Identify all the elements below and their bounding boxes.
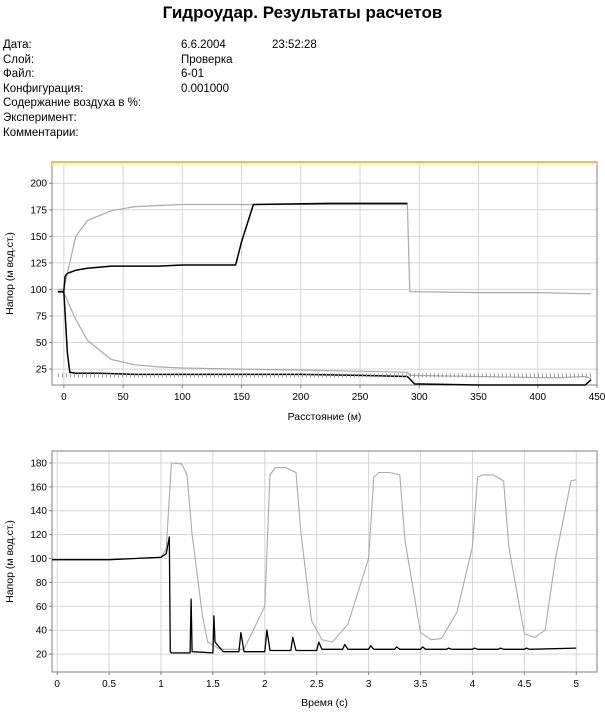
c2-xtick-label-9: 4.5 <box>517 679 531 690</box>
c2-ytick-label-6: 140 <box>30 506 47 517</box>
c1-x-axis-label: Расстояние (м) <box>288 411 362 423</box>
info-label-file: Файл: <box>3 68 35 81</box>
c2-ytick-label-2: 60 <box>36 602 48 613</box>
c2-ytick-label-4: 100 <box>30 554 47 565</box>
info-value-air: 0.001000 <box>181 82 229 95</box>
c1-xtick-label-9: 450 <box>589 392 605 403</box>
c1-xtick-label-3: 150 <box>233 392 250 403</box>
c1-xtick-label-6: 300 <box>411 392 428 403</box>
c2-xtick-label-10: 5 <box>573 679 579 690</box>
c2-series-0 <box>52 462 577 650</box>
c1-xtick-label-5: 250 <box>352 392 369 403</box>
c2-ytick-label-8: 180 <box>30 458 47 469</box>
info-label-layer: Слой: <box>3 53 35 66</box>
info-value-layer: Проверка <box>181 53 233 66</box>
c2-xtick-label-2: 1 <box>158 679 164 690</box>
info-value-config: 6-01 <box>181 68 205 81</box>
c1-ytick-label-0: 25 <box>36 365 48 376</box>
info-label-date: Дата: <box>3 39 32 51</box>
c1-xtick-label-2: 100 <box>174 392 191 403</box>
c1-ytick-label-5: 150 <box>30 232 47 243</box>
c1-series-4 <box>57 290 592 386</box>
c1-plot-frame <box>51 161 598 386</box>
c2-xtick-label-6: 3 <box>366 679 372 690</box>
report-title: Гидроудар. Результаты расчетов <box>162 3 443 22</box>
c1-ytick-label-6: 175 <box>30 205 47 216</box>
info-label-comments: Комментарии: <box>3 126 79 139</box>
c1-ytick-label-4: 125 <box>30 258 47 269</box>
c1-ytick-label-2: 75 <box>36 311 48 322</box>
c1-ytick-label-1: 50 <box>36 338 48 349</box>
c1-xtick-label-7: 350 <box>470 392 487 403</box>
c1-series-2 <box>57 292 592 380</box>
c2-xtick-label-7: 3.5 <box>414 679 428 690</box>
c2-xtick-label-1: 0.5 <box>102 679 116 690</box>
c1-xtick-label-4: 200 <box>292 392 309 403</box>
c2-ytick-label-3: 80 <box>36 578 48 589</box>
c1-series-3 <box>57 202 408 293</box>
c2-ytick-label-0: 20 <box>36 650 48 661</box>
c1-series-1 <box>57 203 592 295</box>
c2-xtick-label-8: 4 <box>470 679 476 690</box>
c2-ytick-label-5: 120 <box>30 530 47 541</box>
c2-xtick-label-5: 2.5 <box>310 679 324 690</box>
info-values: 6.6.2004 Проверка 6-01 0.001000 <box>181 38 233 96</box>
c1-y-axis-label: Напор (м вод.ст.) <box>4 232 16 315</box>
info-label-experiment: Эксперимент: <box>3 111 77 124</box>
c2-plot-frame <box>51 450 598 673</box>
c2-series-1 <box>52 536 577 654</box>
c1-xtick-label-1: 50 <box>118 392 130 403</box>
c2-xtick-label-4: 2 <box>262 679 268 690</box>
c1-xtick-label-0: 0 <box>61 392 67 403</box>
info-value-date: 6.6.2004 <box>181 39 226 51</box>
c2-y-axis-label: Напор (м вод.ст.) <box>4 520 16 603</box>
c1-xtick-label-8: 400 <box>529 392 546 403</box>
c2-xtick-label-0: 0 <box>54 679 60 690</box>
info-value-time: 23:52:28 <box>272 39 317 51</box>
c1-ytick-label-7: 200 <box>30 179 47 190</box>
info-labels: Дата: Слой: Файл: Конфигурация: Содержан… <box>3 38 141 140</box>
info-label-air: Содержание воздуха в %: <box>3 97 142 110</box>
c2-x-axis-label: Время (с) <box>301 697 348 709</box>
c1-ytick-label-3: 100 <box>30 285 47 296</box>
c2-ytick-label-7: 160 <box>30 482 47 493</box>
c2-ytick-label-1: 40 <box>36 626 48 637</box>
c2-xtick-label-3: 1.5 <box>206 679 220 690</box>
info-label-config: Конфигурация: <box>3 82 84 95</box>
